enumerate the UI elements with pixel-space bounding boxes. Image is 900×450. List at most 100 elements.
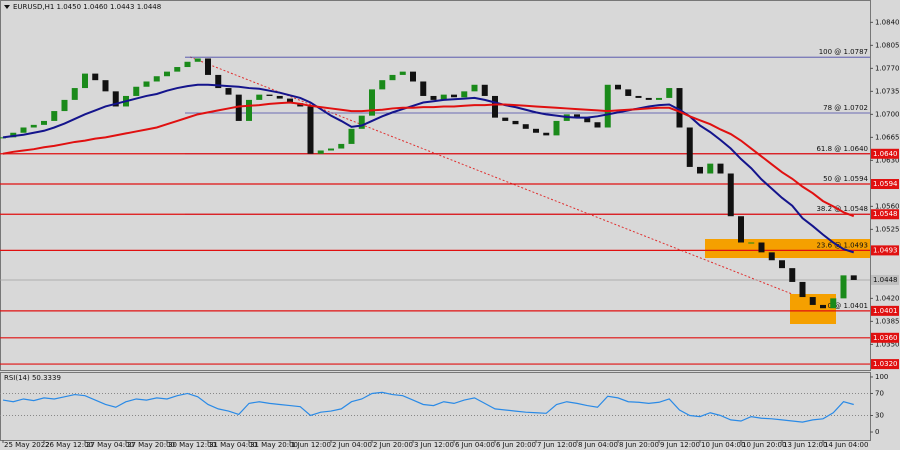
candle [205,58,211,75]
level-tag [871,332,899,343]
x-tick-label: 25 May 2022 [4,441,50,449]
candle [287,98,293,104]
y-tick-label: 1.0560 [875,202,900,210]
x-tick-label: 10 Jun 04:00 [701,441,745,449]
x-tick-label: 10 Jun 20:00 [742,441,786,449]
candle [307,106,314,154]
y-tick-label: 1.0525 [875,225,900,233]
candle [512,120,519,125]
candle [809,297,816,305]
candle [471,84,478,92]
level-label: 1.0320 [873,360,898,368]
candle [30,124,37,128]
candle [246,99,252,121]
candle [451,94,457,98]
candle [584,117,591,123]
candle [389,74,396,81]
candle [0,137,6,139]
candle [645,97,652,100]
candle [779,260,785,269]
candle [707,163,714,174]
candle [71,88,78,100]
candle [461,91,468,98]
y-tick-label: 1.0805 [875,41,900,49]
candle [656,97,662,100]
x-tick-label: 27 May 04:00 [86,441,134,449]
rsi-title: RSI(14) 50.3339 [4,374,61,382]
resistance-zone [705,239,870,258]
candle [789,268,796,282]
x-tick-label: 9 Jun 12:00 [660,441,700,449]
current-price-tag [871,274,899,285]
candle [82,73,88,89]
candle [256,94,263,100]
x-tick-label: 8 Jun 20:00 [619,441,659,449]
candle [20,127,27,133]
y-tick-label: 1.0700 [875,110,900,118]
x-tick-label: 7 Jun 12:00 [537,441,577,449]
candle [328,148,334,151]
rsi-frame [0,372,871,441]
candle [358,115,365,129]
x-tick-label: 31 May 20:00 [250,441,298,449]
x-tick-label: 27 May 20:00 [127,441,175,449]
y-tick-label: 1.0420 [875,294,900,302]
x-tick-label: 2 Jun 20:00 [373,441,413,449]
candle [133,86,140,96]
candle [799,281,806,298]
candle [184,61,191,68]
candle [604,84,611,128]
candle [666,88,673,98]
candle [820,304,826,309]
candle [738,216,744,243]
fib-label: 100 @ 1.0787 [819,48,868,56]
candle [481,84,488,96]
candle [635,95,642,98]
trend-line [189,56,821,306]
level-tag [871,148,899,159]
candle [420,81,427,96]
candle [235,94,242,121]
candle [522,124,529,129]
candle [502,117,509,121]
menu-icon [4,5,10,9]
rsi-tick-label: 30 [875,411,884,419]
candle [840,275,847,299]
level-tag [871,305,899,316]
candle [768,252,775,261]
moving-average [2,101,855,218]
candle [594,122,601,128]
rsi-line [2,391,854,423]
y-tick-label: 1.0770 [875,64,900,72]
level-label: 1.0360 [873,334,898,342]
candle [92,73,99,81]
y-tick-label: 1.0735 [875,87,900,95]
candle [399,71,406,75]
fib-label: 38.2 @ 1.0548 [816,205,868,213]
candle [553,120,560,136]
level-label: 1.0548 [873,210,898,218]
candle [164,71,170,77]
fib-label: 61.8 @ 1.0640 [816,145,868,153]
x-tick-label: 8 Jun 04:00 [578,441,618,449]
level-tag [871,359,899,370]
candle [338,143,345,149]
level-label: 1.0401 [873,307,898,315]
candle [717,163,724,174]
fib-label: 23.6 @ 1.0493 [816,241,868,249]
y-tick-label: 1.0350 [875,340,900,348]
candle [676,88,683,128]
fib-label: 78 @ 1.0702 [823,104,868,112]
candle [194,58,201,62]
candle [748,242,755,244]
y-tick-label: 1.0665 [875,133,900,141]
y-tick-label: 1.0630 [875,156,900,164]
x-tick-label: 31 May 04:00 [209,441,257,449]
fib-label: 0 @ 1.0401 [828,302,868,310]
candle [686,127,693,167]
candle [410,71,416,82]
level-tag [871,209,899,220]
candle [697,166,703,174]
candle [153,76,160,82]
